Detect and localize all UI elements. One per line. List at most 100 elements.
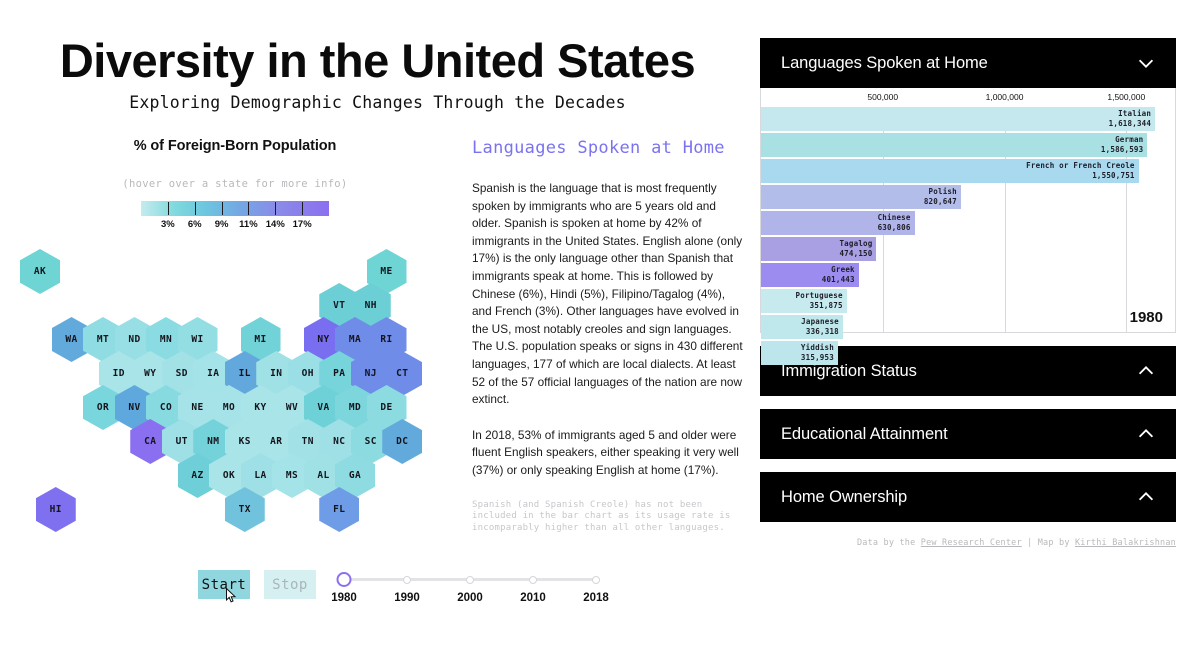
bar-italian[interactable]: Italian 1,618,344 [761,107,1156,131]
legend-tick-label: 3% [160,219,175,230]
legend-tick-label: 9% [214,219,229,230]
bar-value-label: 1,550,751 [1092,171,1135,180]
languages-chart-body: 500,000 1,000,000 1,500,000 Italian 1,618,3… [760,88,1176,365]
slider-year-label-2018[interactable]: 2018 [583,592,609,604]
state-hex-map[interactable]: AK ME VT NH WA MT ND MN WI MI NY MA RI ID WY SD IA IL IN OH… [20,249,450,532]
slider-year-label-1990[interactable]: 1990 [394,592,420,604]
slider-year-label-2010[interactable]: 2010 [520,592,546,604]
map-legend: 3% 6% 9% 11% 14% 17% [20,201,450,233]
legend-tick-label: 6% [187,219,202,230]
playback-controls: Start Stop 1980 1990 2000 2010 2018 [188,560,658,620]
chevron-up-icon[interactable] [1135,423,1157,445]
bar-category-label: Greek [831,265,855,274]
slider-dot-1990[interactable] [403,575,411,584]
bar-value-label: 401,443 [821,275,855,284]
bar-category-label: Japanese [801,317,839,326]
legend-tick-marks [141,202,329,215]
page-title: Diversity in the United States [59,34,696,87]
accordion-header-home-ownership[interactable]: Home Ownership [760,472,1176,522]
credits-line: Data by the Pew Research Center | Map by… [760,538,1176,548]
legend-tick-label: 11% [239,219,258,230]
chart-year-label: 1980 [1129,309,1163,326]
bar-row: Tagalog 474,150 [761,237,1175,261]
stop-button[interactable]: Stop [264,570,316,599]
chevron-up-icon[interactable] [1135,486,1157,508]
legend-tick [167,202,169,215]
bar-category-label: Chinese [877,213,911,222]
bar-category-label: Italian [1118,109,1152,118]
bar-row: Chinese 630,806 [761,211,1175,235]
bar-value-label: 1,618,344 [1108,119,1152,128]
bar-french-or-french-creole[interactable]: French or French Creole 1,550,751 [761,159,1139,183]
accordion-label: Languages Spoken at Home [781,53,988,72]
bar-value-label: 474,150 [839,249,873,258]
accordion-header-languages[interactable]: Languages Spoken at Home [760,38,1176,88]
bar-value-label: 630,806 [877,223,911,232]
map-section: % of Foreign-Born Population (hover over… [20,138,450,532]
state-hex-ca[interactable]: CA [130,419,171,464]
state-hex-ak[interactable]: AK [20,249,60,294]
bar-row: German 1,586,593 [761,133,1175,157]
bar-greek[interactable]: Greek 401,443 [761,263,859,287]
languages-paragraph-2: In 2018, 53% of immigrants aged 5 and ol… [472,427,739,477]
credits-separator: | Map by [1021,538,1075,548]
credits-source-link[interactable]: Pew Research Center [920,538,1022,548]
legend-gradient-bar [141,201,329,216]
bar-yiddish[interactable]: Yiddish 315,953 [761,341,838,365]
legend-tick [194,202,196,215]
bar-tagalog[interactable]: Tagalog 474,150 [761,237,877,261]
bar-row: French or French Creole 1,550,751 [761,159,1175,183]
text-column: Languages Spoken at Home Spanish is the … [472,138,747,534]
legend-tick-label: 14% [265,219,285,230]
bar-row: Portuguese 351,875 [761,289,1175,313]
bar-value-label: 1,586,593 [1100,145,1144,154]
chart-gridline [1126,107,1128,332]
bar-category-label: German [1115,135,1144,144]
x-axis-tick-label: 500,000 [867,92,899,102]
bar-category-label: French or French Creole [1026,161,1135,170]
bar-row: Polish 820,647 [761,185,1175,209]
accordion-panel: Languages Spoken at Home 500,000 1,000,00… [760,38,1176,548]
slider-year-label-2000[interactable]: 2000 [457,592,483,604]
x-axis-tick-label: 1,500,000 [1107,92,1146,102]
bar-value-label: 336,318 [805,327,839,336]
legend-tick-labels: 3% 6% 9% 11% 14% 17% [141,219,329,233]
bar-value-label: 351,875 [809,301,843,310]
bar-german[interactable]: German 1,586,593 [761,133,1148,157]
page-subtitle: Exploring Demographic Changes Through th… [129,93,626,112]
slider-dot-2018[interactable] [592,575,600,584]
chevron-down-icon[interactable] [1135,52,1157,74]
legend-tick [248,202,250,215]
bar-portuguese[interactable]: Portuguese 351,875 [761,289,847,313]
bar-japanese[interactable]: Japanese 336,318 [761,315,843,339]
credits-author-link[interactable]: Kirthi Balakrishnan [1074,538,1176,548]
bar-chinese[interactable]: Chinese 630,806 [761,211,915,235]
chart-plot-area: Italian 1,618,344 German 1,586,593 French or… [761,107,1175,365]
chart-gridline [1004,107,1006,332]
chevron-up-icon[interactable] [1135,360,1157,382]
bar-category-label: Tagalog [839,239,873,248]
slider-handle-1980[interactable] [336,572,352,587]
bar-category-label: Yiddish [800,343,834,352]
slider-dot-2010[interactable] [529,575,537,584]
start-button[interactable]: Start [198,570,250,599]
accordion-header-educational-attainment[interactable]: Educational Attainment [760,409,1176,459]
map-hover-hint: (hover over a state for more info) [122,178,348,190]
slider-dot-2000[interactable] [466,575,474,584]
map-heading: % of Foreign-Born Population [133,138,337,154]
bar-row: Italian 1,618,344 [761,107,1175,131]
credits-prefix: Data by the [856,538,921,548]
accordion-label: Home Ownership [781,487,908,506]
accordion-label: Educational Attainment [781,424,948,443]
left-column: Diversity in the United States Exploring… [20,34,696,620]
languages-footnote: Spanish (and Spanish Creole) has not bee… [472,499,731,533]
bar-row: Greek 401,443 [761,263,1175,287]
bar-row: Yiddish 315,953 [761,341,1175,365]
bar-polish[interactable]: Polish 820,647 [761,185,961,209]
bar-row: Japanese 336,318 [761,315,1175,339]
bar-category-label: Polish [928,187,957,196]
state-hex-hi[interactable]: HI [35,487,76,532]
accordion-label: Immigration Status [781,361,917,380]
slider-year-label-1980[interactable]: 1980 [331,592,357,604]
